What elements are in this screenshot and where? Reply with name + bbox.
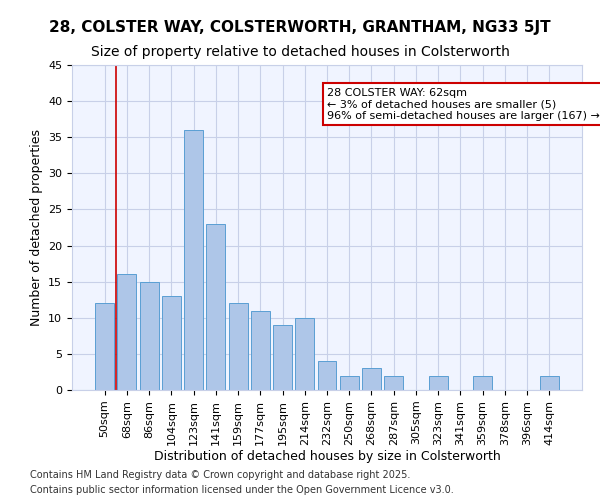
Bar [317, 361, 337, 390]
Text: 28, COLSTER WAY, COLSTERWORTH, GRANTHAM, NG33 5JT: 28, COLSTER WAY, COLSTERWORTH, GRANTHAM,… [49, 20, 551, 35]
Bar [206, 224, 225, 390]
Bar [384, 376, 403, 390]
Bar [362, 368, 381, 390]
Y-axis label: Number of detached properties: Number of detached properties [29, 129, 43, 326]
Bar [295, 318, 314, 390]
Bar [95, 304, 114, 390]
Bar [251, 310, 270, 390]
Bar [118, 274, 136, 390]
Bar [229, 304, 248, 390]
Bar [140, 282, 158, 390]
Text: 28 COLSTER WAY: 62sqm
← 3% of detached houses are smaller (5)
96% of semi-detach: 28 COLSTER WAY: 62sqm ← 3% of detached h… [327, 88, 600, 121]
X-axis label: Distribution of detached houses by size in Colsterworth: Distribution of detached houses by size … [154, 450, 500, 464]
Bar [184, 130, 203, 390]
Bar [162, 296, 181, 390]
Bar [473, 376, 492, 390]
Bar [540, 376, 559, 390]
Bar [340, 376, 359, 390]
Bar [273, 325, 292, 390]
Text: Contains public sector information licensed under the Open Government Licence v3: Contains public sector information licen… [30, 485, 454, 495]
Text: Contains HM Land Registry data © Crown copyright and database right 2025.: Contains HM Land Registry data © Crown c… [30, 470, 410, 480]
Text: Size of property relative to detached houses in Colsterworth: Size of property relative to detached ho… [91, 45, 509, 59]
Bar [429, 376, 448, 390]
